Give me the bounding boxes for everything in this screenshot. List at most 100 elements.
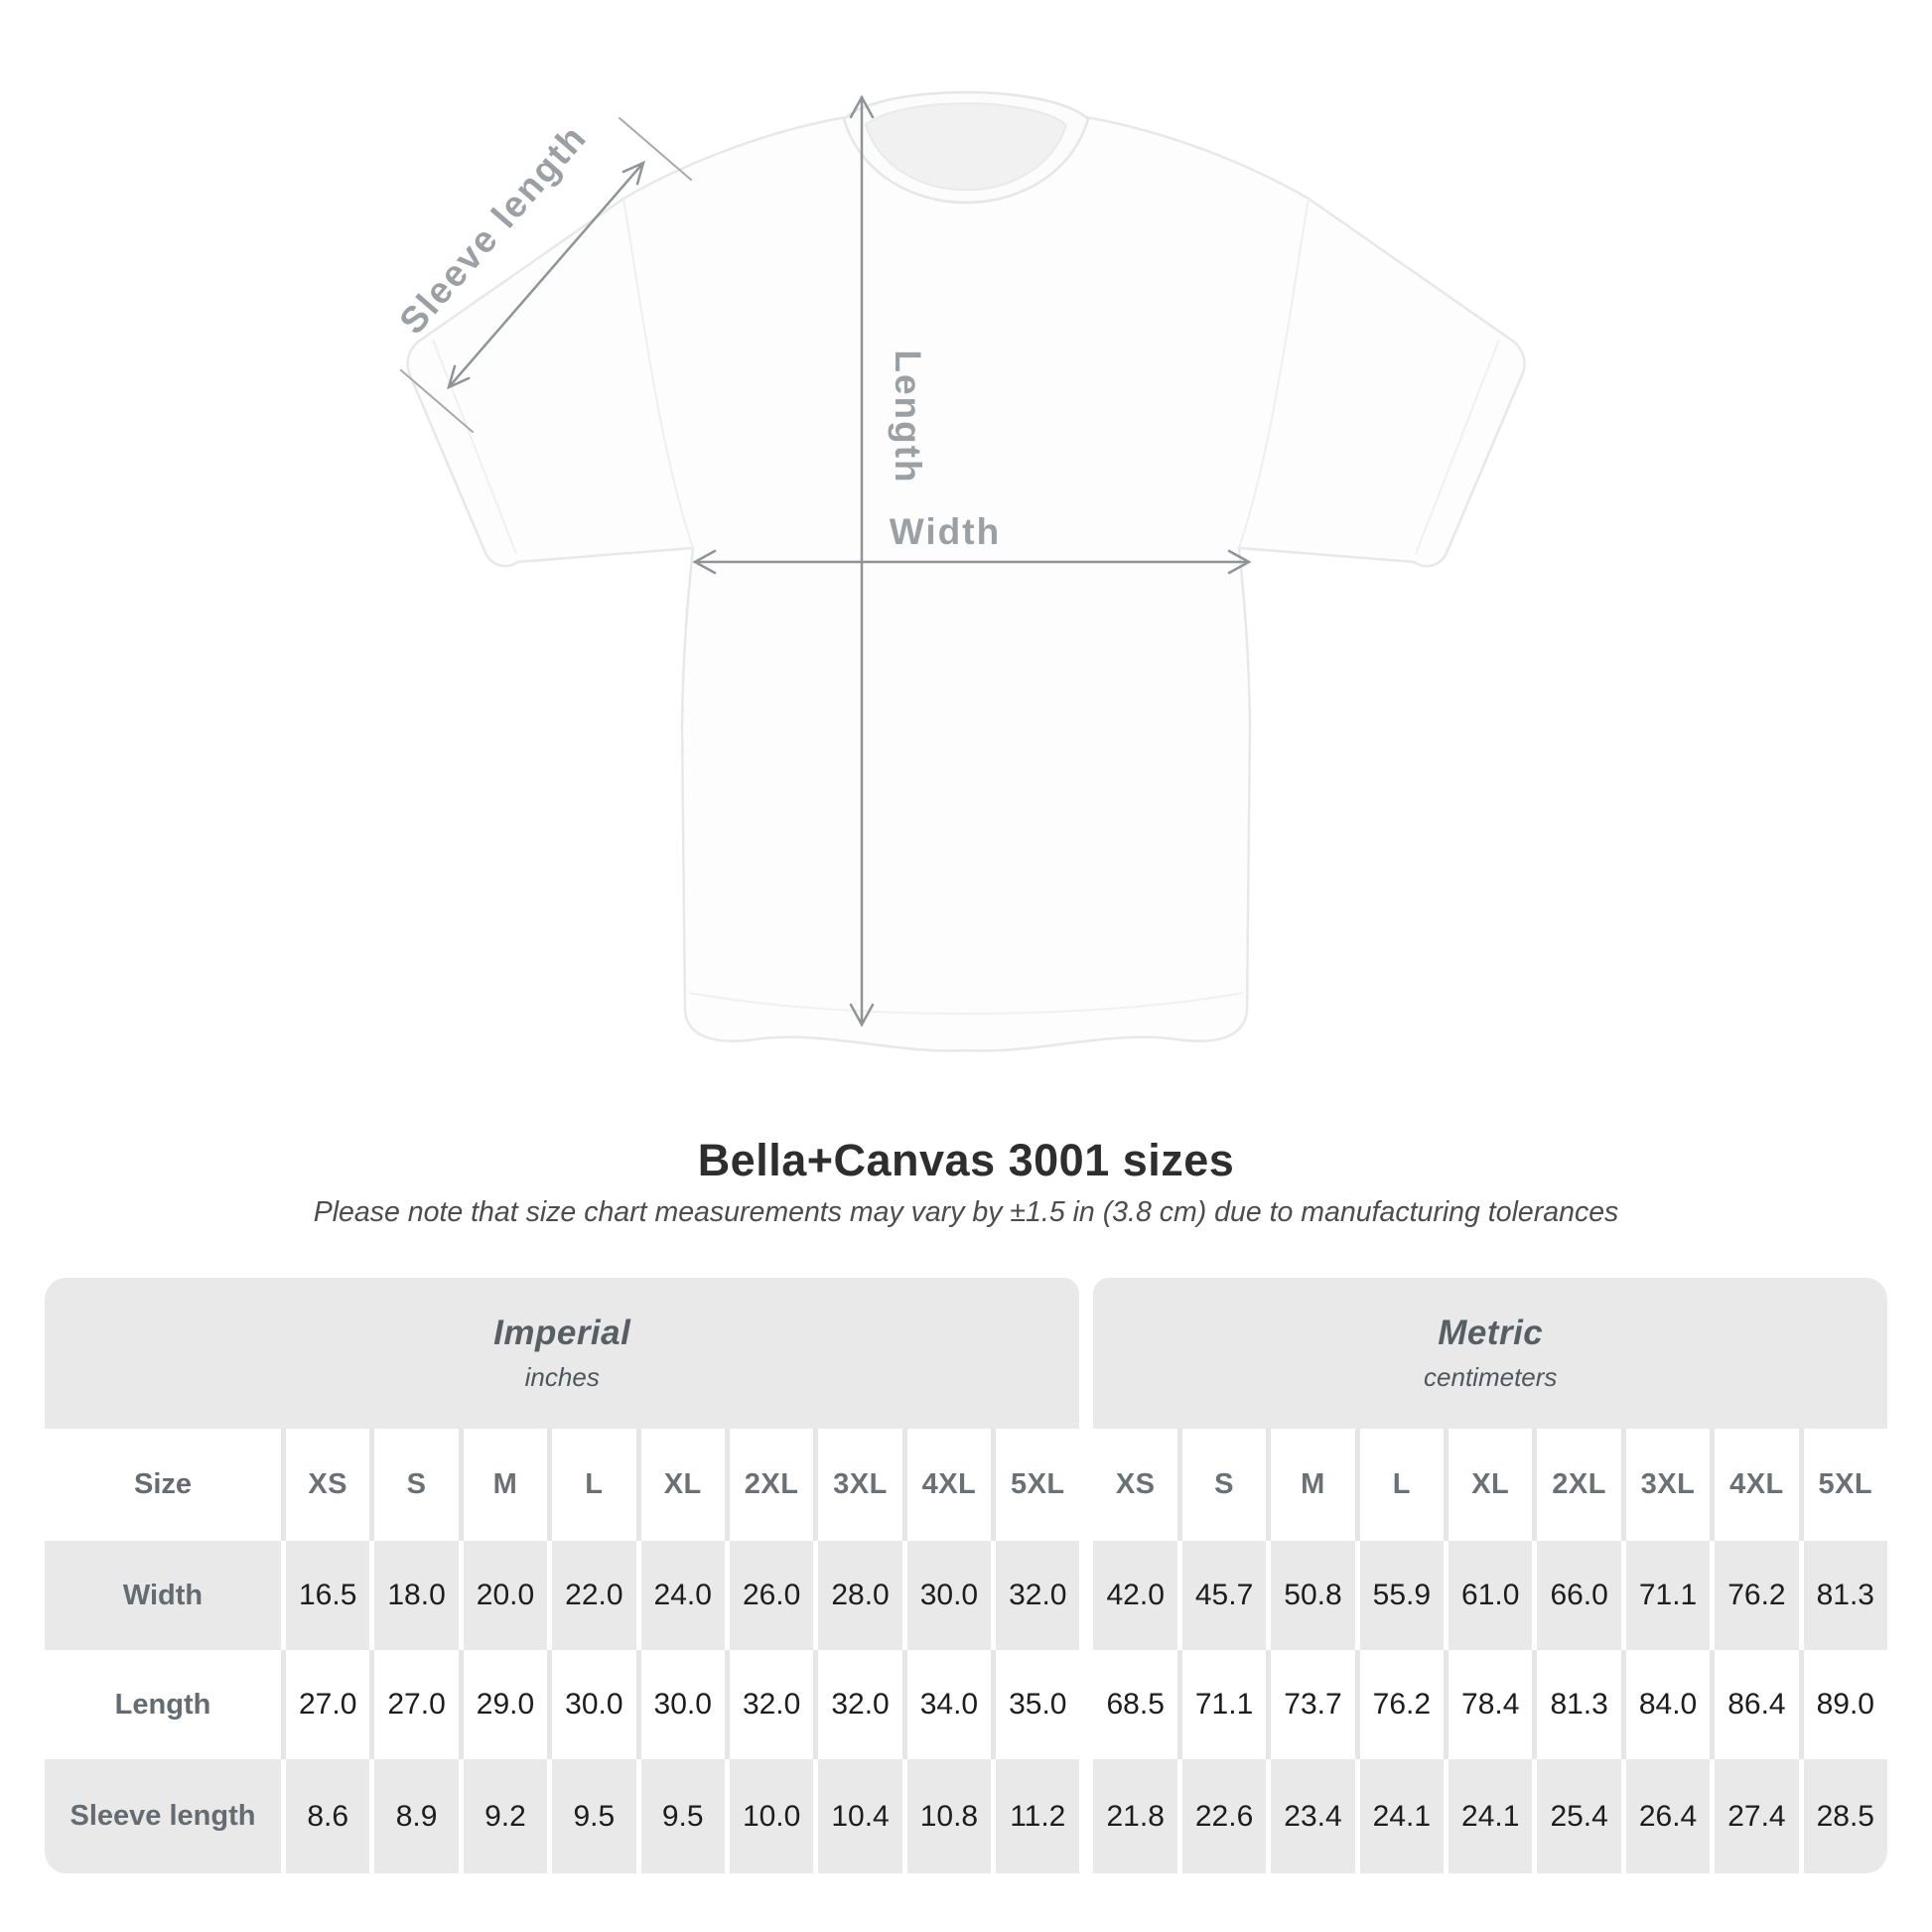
value-cell: 76.2 xyxy=(1715,1541,1799,1651)
column-divider xyxy=(1176,1429,1182,1542)
column-divider xyxy=(901,1759,907,1874)
tshirt-illustration xyxy=(406,90,1526,1052)
page-title: Bella+Canvas 3001 sizes xyxy=(697,1135,1235,1185)
column-divider xyxy=(369,1650,375,1760)
value-cell: 66.0 xyxy=(1537,1541,1621,1651)
measurement-arrows xyxy=(400,94,1252,1028)
unit-band-gap xyxy=(1079,1278,1094,1430)
size-header-cell: L xyxy=(552,1429,636,1542)
value-cell: 50.8 xyxy=(1271,1541,1355,1651)
sleeve-extension-tick-top xyxy=(619,117,692,181)
value-cell: 73.7 xyxy=(1271,1650,1355,1760)
column-divider xyxy=(1354,1429,1360,1542)
column-divider xyxy=(813,1541,819,1651)
value-cell: 9.5 xyxy=(552,1759,636,1874)
row-label-cell: Width xyxy=(45,1541,281,1651)
column-divider xyxy=(458,1541,464,1651)
length-arrowhead-top xyxy=(849,94,875,119)
group-gap xyxy=(1079,1429,1094,1542)
column-divider xyxy=(1354,1650,1360,1760)
column-divider xyxy=(1710,1759,1716,1874)
size-header-cell: 2XL xyxy=(729,1429,814,1542)
tshirt-body xyxy=(406,109,1526,1052)
value-cell: 32.0 xyxy=(818,1650,902,1760)
column-divider xyxy=(1710,1541,1716,1651)
value-cell: 16.5 xyxy=(286,1541,370,1651)
value-cell: 25.4 xyxy=(1537,1759,1621,1874)
value-cell: 18.0 xyxy=(374,1541,459,1651)
size-header-cell: XL xyxy=(1449,1429,1533,1542)
value-cell: 8.6 xyxy=(286,1759,370,1874)
column-divider xyxy=(1266,1759,1272,1874)
value-cell: 78.4 xyxy=(1449,1650,1533,1760)
value-cell: 28.0 xyxy=(818,1541,902,1651)
width-arrowhead-right xyxy=(1227,549,1252,575)
value-cell: 55.9 xyxy=(1359,1541,1445,1651)
value-cell: 35.0 xyxy=(996,1650,1080,1760)
column-divider xyxy=(813,1650,819,1760)
column-divider xyxy=(1798,1429,1804,1542)
value-cell: 42.0 xyxy=(1093,1541,1177,1651)
value-cell: 84.0 xyxy=(1625,1650,1711,1760)
value-cell: 27.4 xyxy=(1715,1759,1799,1874)
value-cell: 26.4 xyxy=(1625,1759,1711,1874)
size-header-cell: 5XL xyxy=(996,1429,1080,1542)
column-divider xyxy=(1798,1541,1804,1651)
column-divider xyxy=(1266,1429,1272,1542)
column-divider xyxy=(901,1429,907,1542)
column-divider xyxy=(547,1541,553,1651)
value-cell: 27.0 xyxy=(374,1650,459,1760)
unit-band-imperial: Imperial inches xyxy=(45,1278,1080,1430)
column-divider xyxy=(458,1429,464,1542)
value-cell: 76.2 xyxy=(1359,1650,1445,1760)
value-cell: 10.4 xyxy=(818,1759,902,1874)
value-cell: 27.0 xyxy=(286,1650,370,1760)
column-divider xyxy=(1266,1650,1272,1760)
column-divider xyxy=(991,1541,997,1651)
value-cell: 30.0 xyxy=(552,1650,636,1760)
column-divider xyxy=(1798,1650,1804,1760)
column-divider xyxy=(991,1650,997,1760)
value-cell: 9.5 xyxy=(640,1759,725,1874)
column-divider xyxy=(813,1429,819,1542)
value-cell: 20.0 xyxy=(463,1541,548,1651)
size-header-cell: 3XL xyxy=(818,1429,902,1542)
column-divider xyxy=(369,1759,375,1874)
tshirt-cuff-seam-right xyxy=(1415,339,1500,555)
column-divider xyxy=(281,1429,286,1542)
column-divider xyxy=(635,1650,641,1760)
value-cell: 11.2 xyxy=(996,1759,1080,1874)
value-cell: 9.2 xyxy=(463,1759,548,1874)
value-cell: 24.0 xyxy=(640,1541,725,1651)
page-subtitle: Please note that size chart measurements… xyxy=(313,1196,1619,1228)
size-header-cell: S xyxy=(374,1429,459,1542)
size-header-cell: XS xyxy=(286,1429,370,1542)
tshirt-cuff-seam-left xyxy=(432,339,517,555)
row-label-cell: Length xyxy=(45,1650,281,1760)
value-cell: 21.8 xyxy=(1093,1759,1177,1874)
column-divider xyxy=(813,1759,819,1874)
size-header-cell: 4XL xyxy=(1715,1429,1799,1542)
size-header-cell: L xyxy=(1359,1429,1445,1542)
row-label-cell: Size xyxy=(45,1429,281,1542)
column-divider xyxy=(1620,1650,1626,1760)
group-gap xyxy=(1079,1650,1094,1760)
value-cell: 68.5 xyxy=(1093,1650,1177,1760)
size-header-cell: 2XL xyxy=(1537,1429,1621,1542)
tshirt-collar-inner xyxy=(864,102,1068,192)
column-divider xyxy=(724,1429,730,1542)
column-divider xyxy=(1532,1650,1538,1760)
column-divider xyxy=(547,1650,553,1760)
unit-band-metric: Metric centimeters xyxy=(1093,1278,1887,1430)
size-header-cell: M xyxy=(1271,1429,1355,1542)
row-label-cell: Sleeve length xyxy=(45,1759,281,1874)
value-cell: 89.0 xyxy=(1803,1650,1887,1760)
value-cell: 24.1 xyxy=(1359,1759,1445,1874)
size-header-cell: XL xyxy=(640,1429,725,1542)
column-divider xyxy=(1266,1541,1272,1651)
value-cell: 8.9 xyxy=(374,1759,459,1874)
column-divider xyxy=(1798,1759,1804,1874)
value-cell: 10.0 xyxy=(729,1759,814,1874)
unit-group-title: Metric xyxy=(1438,1313,1544,1353)
column-divider xyxy=(1354,1759,1360,1874)
